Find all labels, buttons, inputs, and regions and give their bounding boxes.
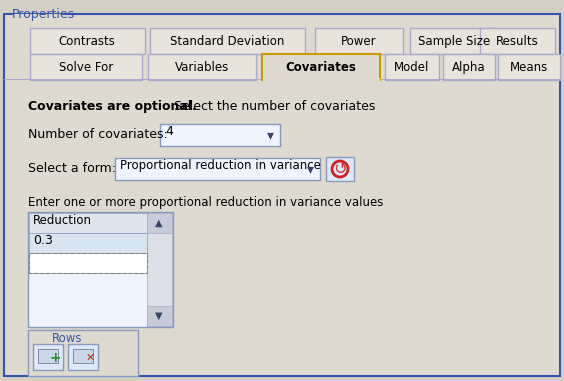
Text: Contrasts: Contrasts <box>59 35 116 48</box>
Bar <box>150 28 305 54</box>
Bar <box>29 233 147 253</box>
Text: Solve For: Solve For <box>59 61 113 74</box>
Bar <box>68 344 98 370</box>
Text: 0.3: 0.3 <box>33 234 53 247</box>
Text: Proportional reduction in variance: Proportional reduction in variance <box>120 159 321 172</box>
Bar <box>326 157 354 181</box>
Text: Means: Means <box>510 61 548 74</box>
Text: ▾: ▾ <box>306 162 314 176</box>
Text: Covariates: Covariates <box>285 61 356 74</box>
Bar <box>160 124 280 146</box>
Text: Standard Deviation: Standard Deviation <box>170 35 284 48</box>
Bar <box>38 349 58 363</box>
Bar <box>315 28 403 54</box>
Text: Enter one or more proportional reduction in variance values: Enter one or more proportional reduction… <box>28 196 384 209</box>
Text: Reduction: Reduction <box>33 214 92 227</box>
Bar <box>29 253 147 273</box>
Bar <box>28 330 138 376</box>
Text: Rows: Rows <box>52 332 82 345</box>
Bar <box>29 253 147 273</box>
Text: Variables: Variables <box>175 61 229 74</box>
Bar <box>410 28 498 54</box>
Text: Properties: Properties <box>12 8 75 21</box>
Bar <box>4 79 560 80</box>
Text: ▾: ▾ <box>267 128 274 142</box>
Text: Alpha: Alpha <box>452 61 486 74</box>
Text: Select the number of covariates: Select the number of covariates <box>170 100 376 113</box>
Text: Power: Power <box>341 35 377 48</box>
Bar <box>147 213 172 233</box>
Bar <box>115 158 320 180</box>
Bar <box>30 28 145 54</box>
Text: Sample Size: Sample Size <box>418 35 490 48</box>
Bar <box>30 54 142 80</box>
Bar <box>263 78 380 82</box>
Bar <box>498 54 560 80</box>
Bar <box>385 54 439 80</box>
Text: 4: 4 <box>165 125 173 138</box>
Bar <box>13 13 65 16</box>
Bar <box>148 54 256 80</box>
Bar <box>147 213 172 326</box>
Text: ▲: ▲ <box>155 218 163 228</box>
Text: Results: Results <box>496 35 539 48</box>
Bar <box>443 54 495 80</box>
Bar <box>33 344 63 370</box>
Text: +: + <box>49 351 61 365</box>
Bar <box>262 54 380 80</box>
Text: ▼: ▼ <box>155 311 163 321</box>
Text: Covariates are optional.: Covariates are optional. <box>28 100 197 113</box>
Text: Number of covariates:: Number of covariates: <box>28 128 168 141</box>
Text: ↺: ↺ <box>333 160 347 178</box>
Bar <box>147 306 172 326</box>
Bar <box>29 213 147 233</box>
Text: Select a form:: Select a form: <box>28 162 116 175</box>
Bar <box>480 28 555 54</box>
Bar <box>28 212 173 327</box>
Text: Model: Model <box>394 61 430 74</box>
Text: ✕: ✕ <box>85 353 95 363</box>
Bar <box>73 349 93 363</box>
